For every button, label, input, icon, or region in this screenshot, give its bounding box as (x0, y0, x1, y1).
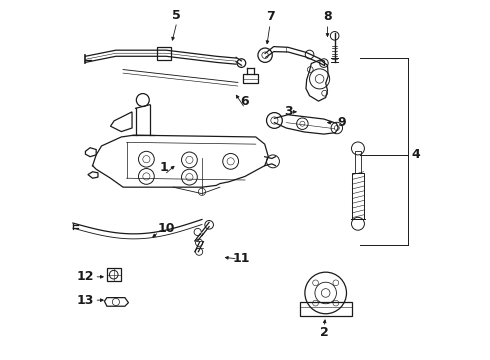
Text: 12: 12 (76, 270, 94, 283)
Text: 11: 11 (233, 252, 250, 265)
Text: 2: 2 (319, 326, 328, 339)
Text: 7: 7 (266, 10, 274, 23)
Text: 8: 8 (323, 10, 332, 23)
Bar (300, 302, 351, 316)
Bar (157, 47, 171, 60)
Bar (352, 173, 364, 220)
Text: 4: 4 (411, 148, 420, 161)
Text: 9: 9 (338, 116, 346, 129)
Text: 1: 1 (160, 161, 169, 174)
Bar (107, 268, 121, 282)
Text: 3: 3 (284, 105, 293, 118)
Text: 10: 10 (157, 222, 175, 235)
Text: 6: 6 (241, 95, 249, 108)
Bar (355, 151, 361, 173)
Text: 13: 13 (77, 294, 94, 307)
Bar (243, 74, 258, 83)
Text: 5: 5 (172, 9, 181, 22)
